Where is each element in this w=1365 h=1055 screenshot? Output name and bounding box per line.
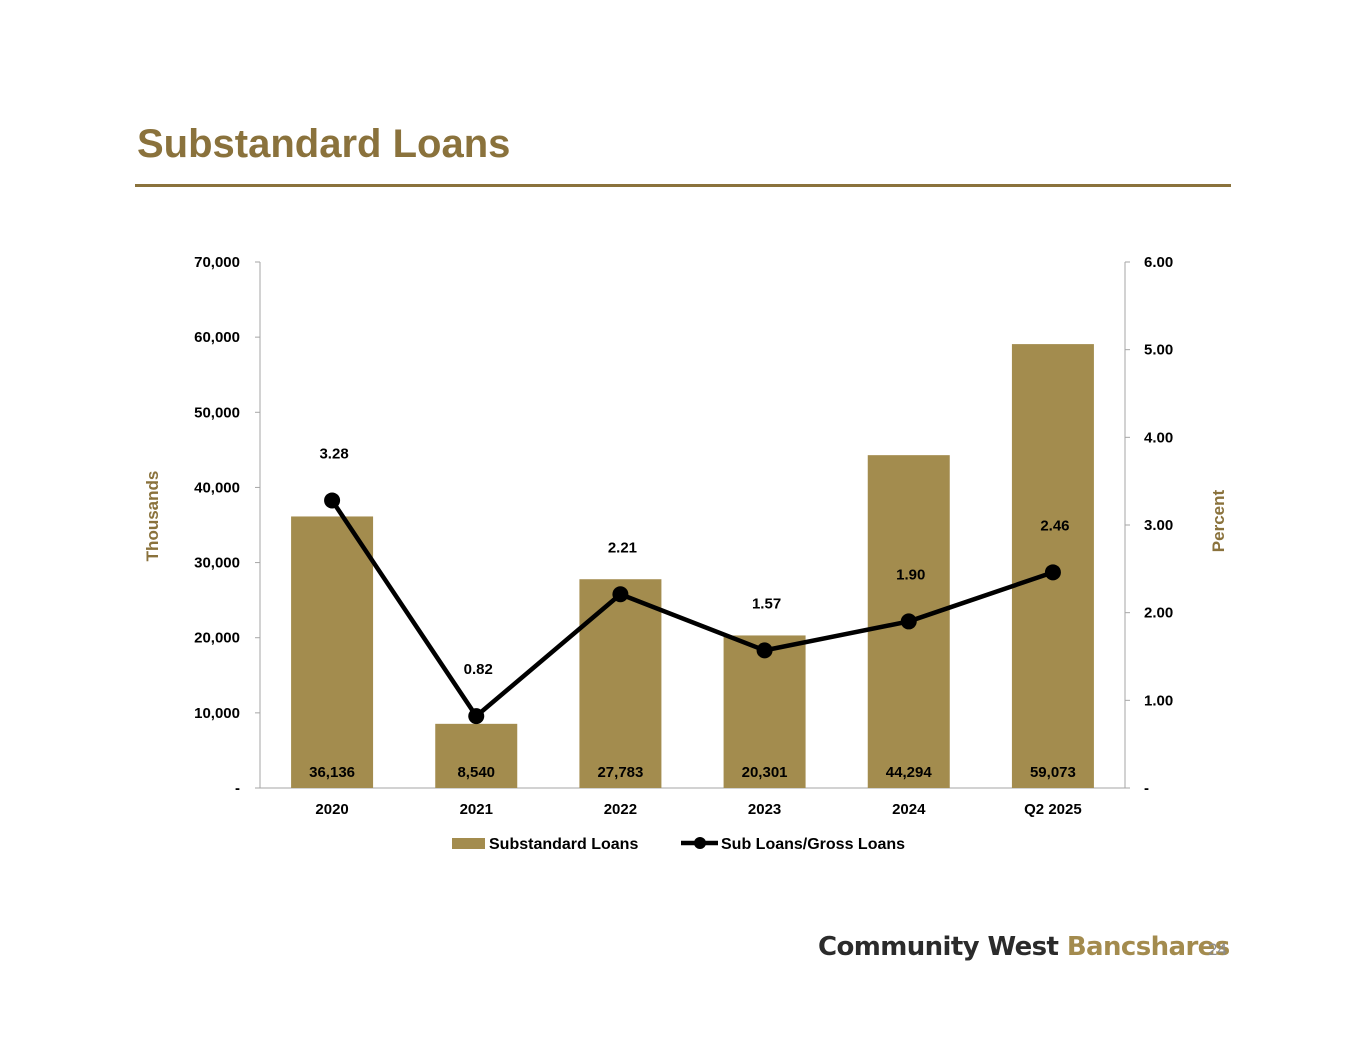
bar-data-label: 27,783 bbox=[597, 764, 643, 781]
line-point-marker bbox=[756, 642, 773, 659]
title-divider bbox=[135, 184, 1231, 187]
x-tick-label: 2021 bbox=[460, 801, 493, 818]
y-tick-label-right: 6.00 bbox=[1144, 254, 1173, 271]
y-tick-label-left: 20,000 bbox=[194, 630, 240, 647]
legend-label-line: Sub Loans/Gross Loans bbox=[721, 836, 905, 853]
x-tick-label: Q2 2025 bbox=[1024, 801, 1082, 818]
line-data-label: 0.82 bbox=[464, 661, 493, 678]
y-tick-label-right: 2.00 bbox=[1144, 605, 1173, 622]
y-tick-label-right: 4.00 bbox=[1144, 429, 1173, 446]
page-title: Substandard Loans bbox=[137, 122, 511, 166]
legend-label-bar: Substandard Loans bbox=[489, 836, 638, 853]
y-axis-title-right: Percent bbox=[1209, 489, 1228, 552]
line-point-marker bbox=[1044, 564, 1061, 581]
legend-swatch-marker bbox=[694, 837, 706, 849]
line-point-marker bbox=[468, 708, 485, 725]
x-tick-label: 2024 bbox=[892, 801, 926, 818]
bar-data-label: 20,301 bbox=[742, 764, 788, 781]
line-point-marker bbox=[612, 586, 629, 603]
x-tick-label: 2020 bbox=[315, 801, 348, 818]
line-point-marker bbox=[900, 613, 917, 630]
bar-substandard-loans bbox=[723, 635, 806, 788]
y-tick-label-left: - bbox=[235, 780, 240, 797]
y-tick-label-right: 1.00 bbox=[1144, 692, 1173, 709]
bar-data-label: 59,073 bbox=[1030, 764, 1076, 781]
x-tick-label: 2023 bbox=[748, 801, 781, 818]
y-axis-title-left: Thousands bbox=[143, 471, 162, 562]
y-tick-label-left: 50,000 bbox=[194, 404, 240, 421]
y-tick-label-left: 10,000 bbox=[194, 705, 240, 722]
line-point-marker bbox=[324, 492, 341, 509]
logo-text-bancshares: Bancshares bbox=[1066, 932, 1230, 962]
y-tick-label-left: 70,000 bbox=[194, 254, 240, 271]
bar-substandard-loans bbox=[291, 516, 374, 788]
line-data-label: 1.57 bbox=[752, 595, 781, 612]
line-data-label: 2.21 bbox=[608, 539, 637, 556]
line-sub-loans-gross-loans bbox=[330, 499, 1054, 719]
y-tick-label-right: 3.00 bbox=[1144, 517, 1173, 534]
y-tick-label-right: - bbox=[1144, 780, 1149, 797]
y-tick-label-left: 60,000 bbox=[194, 329, 240, 346]
x-tick-label: 2022 bbox=[604, 801, 637, 818]
bar-substandard-loans bbox=[579, 579, 662, 788]
y-tick-label-right: 5.00 bbox=[1144, 342, 1173, 359]
line-data-label: 1.90 bbox=[896, 566, 925, 583]
legend-swatch-bar bbox=[452, 838, 485, 849]
logo-text-community-west: Community West bbox=[818, 932, 1059, 962]
company-logo: Community West Bancshares bbox=[818, 932, 1230, 962]
bar-data-label: 8,540 bbox=[457, 764, 495, 781]
y-tick-label-left: 40,000 bbox=[194, 479, 240, 496]
bar-data-label: 36,136 bbox=[309, 764, 355, 781]
page-number: 24 bbox=[1208, 940, 1227, 959]
y-tick-label-left: 30,000 bbox=[194, 555, 240, 572]
line-data-label: 3.28 bbox=[319, 445, 348, 462]
bar-data-label: 44,294 bbox=[886, 764, 933, 781]
line-data-label: 2.46 bbox=[1040, 517, 1069, 534]
bar-substandard-loans bbox=[435, 723, 518, 788]
